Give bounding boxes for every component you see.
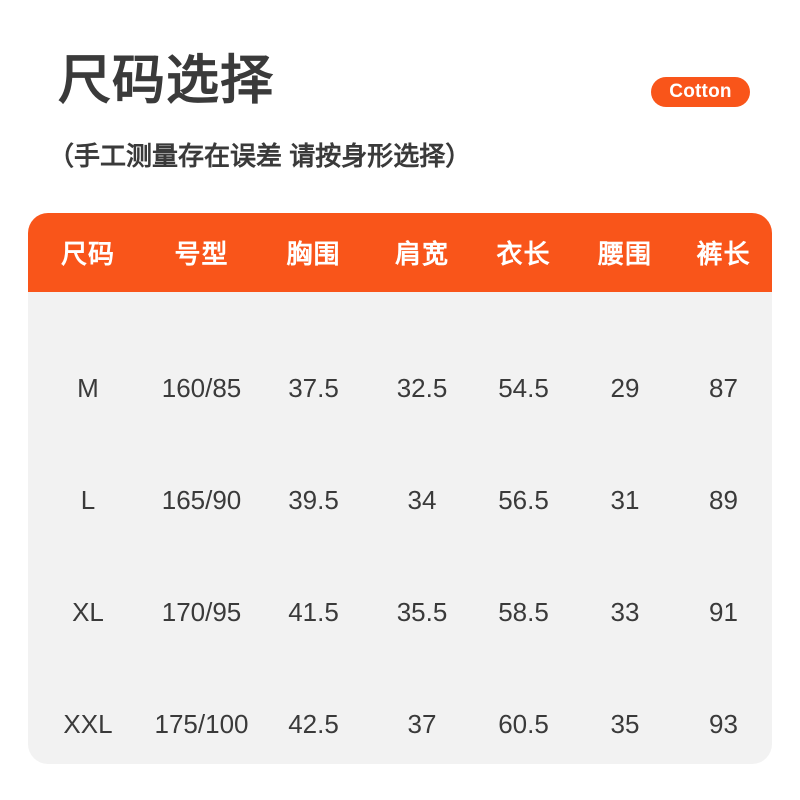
cotton-material-badge: Cotton xyxy=(651,77,750,107)
column-header-shoulder: 肩宽 xyxy=(394,239,449,269)
cell-length: 54.5 xyxy=(498,372,549,403)
table-body: M 160/85 37.5 32.5 54.5 29 87 L 165/90 3… xyxy=(28,292,772,764)
cell-shoulder: 34 xyxy=(407,484,437,515)
cell-chest: 39.5 xyxy=(288,484,339,515)
cell-length: 60.5 xyxy=(498,708,549,739)
cell-waist: 31 xyxy=(610,484,640,515)
cell-chest: 42.5 xyxy=(288,708,339,739)
cell-pants: 91 xyxy=(709,596,738,627)
page-header: 尺码选择 Cotton （手工测量存在误差 请按身形选择） xyxy=(0,0,800,200)
table-row: M 160/85 37.5 32.5 54.5 29 87 xyxy=(28,332,772,444)
cell-size: XL xyxy=(72,596,104,627)
cell-size: L xyxy=(80,484,96,515)
cell-shoulder: 35.5 xyxy=(396,596,448,627)
column-header-pants: 裤长 xyxy=(696,239,751,269)
column-header-model: 号型 xyxy=(174,239,229,269)
cell-model: 165/90 xyxy=(161,484,242,515)
cell-pants: 87 xyxy=(709,372,738,403)
column-header-size: 尺码 xyxy=(60,239,115,269)
cell-length: 58.5 xyxy=(498,596,549,627)
cell-pants: 93 xyxy=(709,708,738,739)
cell-waist: 35 xyxy=(610,708,640,739)
cell-chest: 37.5 xyxy=(288,372,339,403)
cell-chest: 41.5 xyxy=(288,596,339,627)
column-header-chest: 胸围 xyxy=(286,239,341,269)
cell-model: 175/100 xyxy=(154,708,249,739)
cell-shoulder: 32.5 xyxy=(396,372,448,403)
cell-length: 56.5 xyxy=(498,484,549,515)
table-row: XXL 175/100 42.5 37 60.5 35 93 xyxy=(28,668,772,780)
table-row: XL 170/95 41.5 35.5 58.5 33 91 xyxy=(28,556,772,668)
page-title: 尺码选择 xyxy=(58,51,274,110)
table-row: L 165/90 39.5 34 56.5 31 89 xyxy=(28,444,772,556)
cell-pants: 89 xyxy=(709,484,738,515)
cell-size: M xyxy=(77,372,99,403)
table-header-row: 尺码 号型 胸围 肩宽 衣长 腰围 裤长 xyxy=(28,213,772,292)
column-header-length: 衣长 xyxy=(496,239,551,269)
cell-waist: 29 xyxy=(610,372,640,403)
cell-shoulder: 37 xyxy=(407,708,437,739)
cell-model: 170/95 xyxy=(161,596,242,627)
size-chart-table: 尺码 号型 胸围 肩宽 衣长 腰围 裤长 M 160/85 37.5 32.5 … xyxy=(28,213,772,764)
cell-model: 160/85 xyxy=(161,372,242,403)
cell-waist: 33 xyxy=(610,596,640,627)
cell-size: XXL xyxy=(63,708,113,739)
column-header-waist: 腰围 xyxy=(597,239,652,269)
measurement-disclaimer: （手工测量存在误差 请按身形选择） xyxy=(48,141,472,171)
